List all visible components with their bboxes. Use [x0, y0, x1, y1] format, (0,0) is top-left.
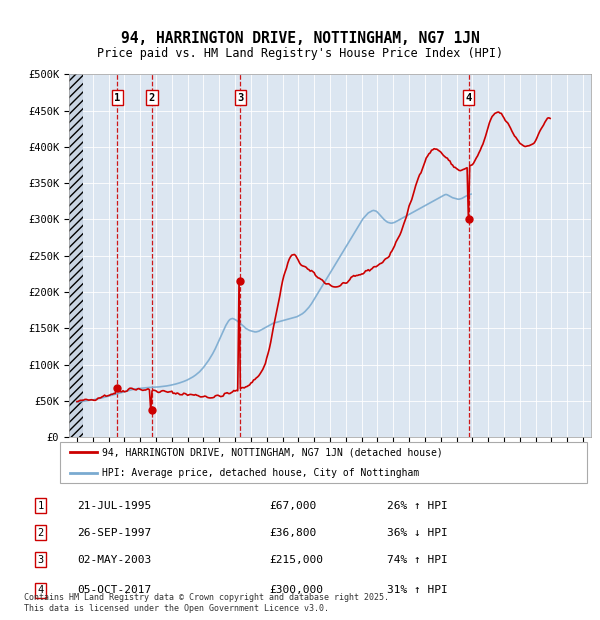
Text: £67,000: £67,000 — [269, 500, 317, 510]
Text: 1: 1 — [38, 500, 44, 510]
FancyBboxPatch shape — [59, 442, 587, 483]
Text: 3: 3 — [38, 555, 44, 565]
Text: £36,800: £36,800 — [269, 528, 317, 538]
Text: 94, HARRINGTON DRIVE, NOTTINGHAM, NG7 1JN (detached house): 94, HARRINGTON DRIVE, NOTTINGHAM, NG7 1J… — [103, 447, 443, 458]
Text: 2: 2 — [149, 92, 155, 103]
Text: HPI: Average price, detached house, City of Nottingham: HPI: Average price, detached house, City… — [103, 467, 419, 478]
Text: 31% ↑ HPI: 31% ↑ HPI — [387, 585, 448, 595]
Text: 21-JUL-1995: 21-JUL-1995 — [77, 500, 151, 510]
Text: 4: 4 — [466, 92, 472, 103]
Text: £215,000: £215,000 — [269, 555, 323, 565]
Text: 4: 4 — [38, 585, 44, 595]
Text: 2: 2 — [38, 528, 44, 538]
Bar — [69, 74, 83, 437]
Text: 3: 3 — [237, 92, 244, 103]
Text: 02-MAY-2003: 02-MAY-2003 — [77, 555, 151, 565]
Text: 05-OCT-2017: 05-OCT-2017 — [77, 585, 151, 595]
Text: Contains HM Land Registry data © Crown copyright and database right 2025.
This d: Contains HM Land Registry data © Crown c… — [24, 593, 389, 613]
Text: Price paid vs. HM Land Registry's House Price Index (HPI): Price paid vs. HM Land Registry's House … — [97, 48, 503, 60]
Text: 1: 1 — [114, 92, 121, 103]
Text: 26% ↑ HPI: 26% ↑ HPI — [387, 500, 448, 510]
Text: 26-SEP-1997: 26-SEP-1997 — [77, 528, 151, 538]
Text: £300,000: £300,000 — [269, 585, 323, 595]
Text: 36% ↓ HPI: 36% ↓ HPI — [387, 528, 448, 538]
Text: 94, HARRINGTON DRIVE, NOTTINGHAM, NG7 1JN: 94, HARRINGTON DRIVE, NOTTINGHAM, NG7 1J… — [121, 31, 479, 46]
Text: 74% ↑ HPI: 74% ↑ HPI — [387, 555, 448, 565]
